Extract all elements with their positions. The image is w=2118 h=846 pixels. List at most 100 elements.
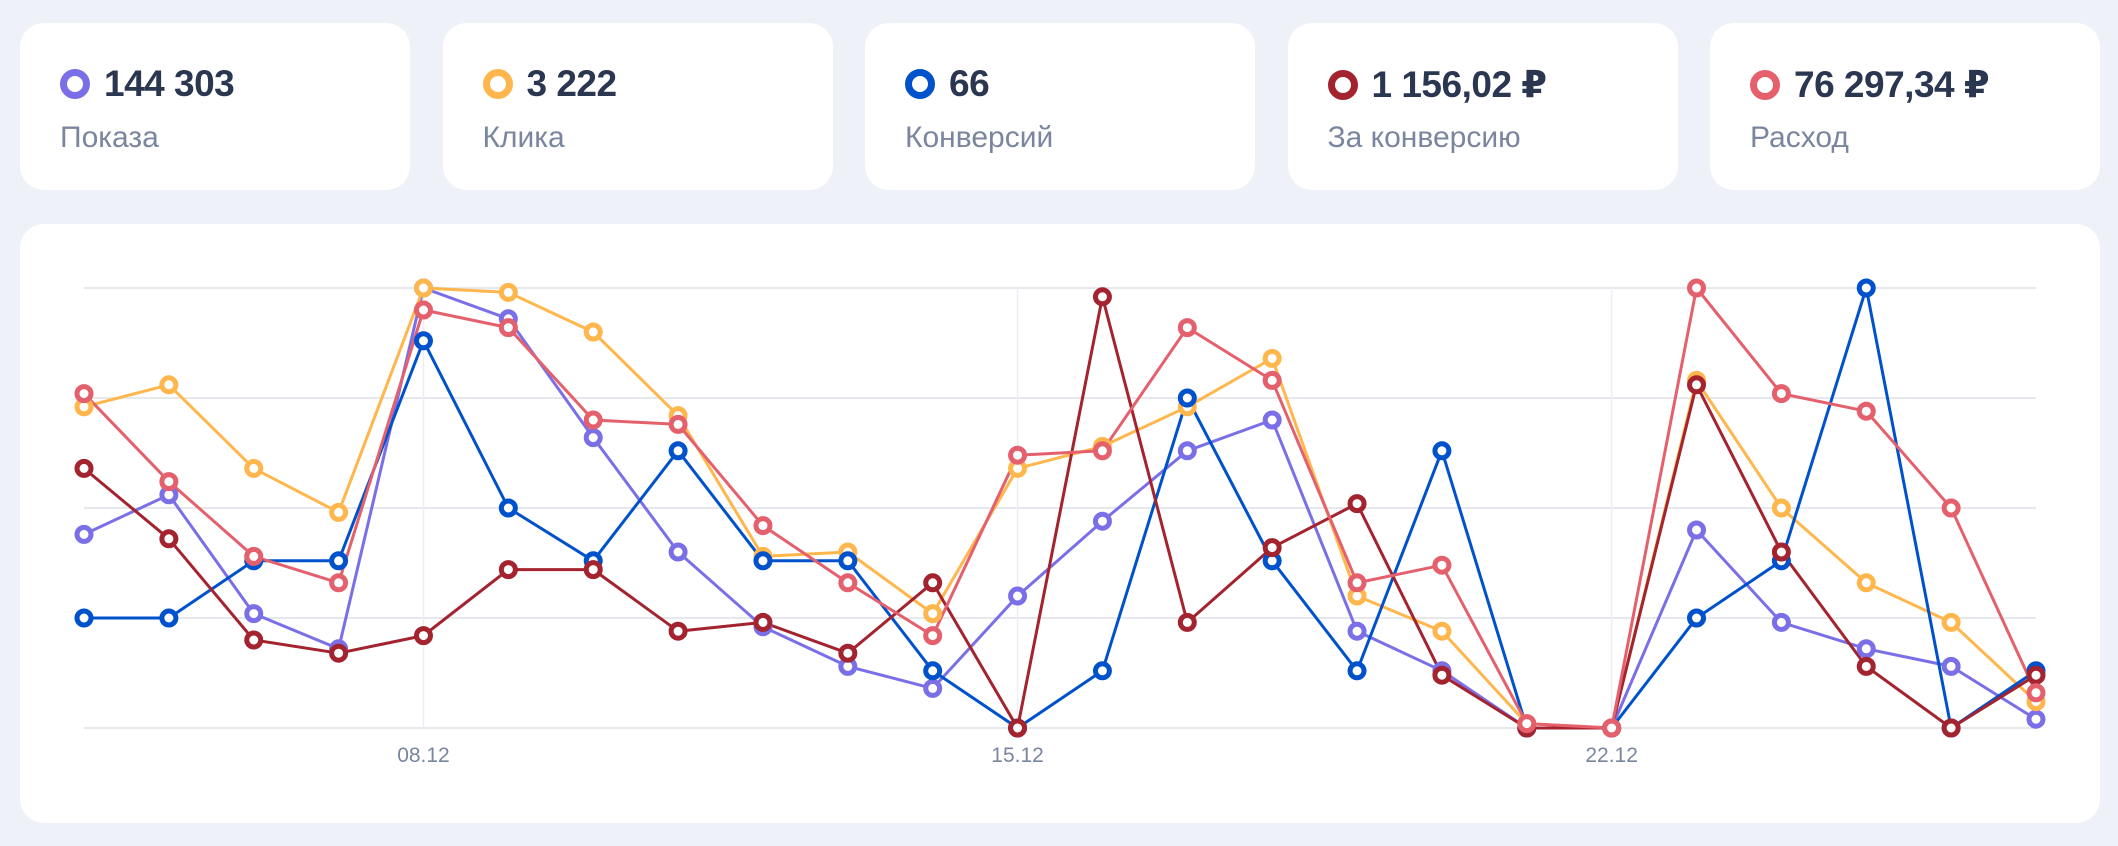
- data-point-spend: [1771, 384, 1791, 404]
- chart-card: 08.12 15.12 22.12: [20, 224, 2100, 823]
- data-point-clicks: [1771, 498, 1791, 518]
- data-point-clicks: [244, 458, 264, 478]
- metric-row: 3 222: [482, 63, 617, 105]
- data-point-clicks: [329, 502, 349, 522]
- data-point-clicks: [923, 604, 943, 624]
- data-point-conversions: [1177, 388, 1197, 408]
- data-point-clicks: [413, 278, 433, 298]
- metric-value: 1 156,02 ₽: [1371, 64, 1548, 105]
- data-point-cost-per-conversion: [583, 560, 603, 580]
- data-point-cost-per-conversion: [413, 626, 433, 646]
- data-point-clicks: [498, 282, 518, 302]
- data-point-cost-per-conversion: [159, 529, 179, 549]
- metric-card-clicks[interactable]: 3 222 Клика: [442, 23, 833, 190]
- data-point-cost-per-conversion: [244, 630, 264, 650]
- metric-card-conversions[interactable]: 66 Конверсий: [865, 23, 1255, 190]
- data-point-spend: [1177, 318, 1197, 338]
- data-point-cost-per-conversion: [1687, 375, 1707, 395]
- data-point-spend: [74, 384, 94, 404]
- data-point-cost-per-conversion: [1941, 718, 1961, 738]
- data-point-conversions: [1347, 661, 1367, 681]
- series-line-cost-per-conversion: [83, 295, 2037, 730]
- data-point-clicks: [1856, 573, 1876, 593]
- data-point-spend: [1687, 278, 1707, 298]
- data-point-spend: [1941, 498, 1961, 518]
- data-point-spend: [1856, 401, 1876, 421]
- metric-label: Конверсий: [905, 121, 1054, 154]
- data-point-spend: [923, 626, 943, 646]
- data-point-spend: [413, 300, 433, 320]
- line-chart: 08.12 15.12 22.12: [74, 278, 2046, 767]
- data-point-clicks: [583, 322, 603, 342]
- data-point-spend: [1347, 573, 1367, 593]
- metric-label: За конверсию: [1327, 121, 1521, 154]
- data-point-cost-per-conversion: [838, 643, 858, 663]
- data-point-spend: [583, 410, 603, 430]
- data-point-clicks: [159, 375, 179, 395]
- data-point-cost-per-conversion: [923, 573, 943, 593]
- metric-row: 144 303: [60, 63, 235, 105]
- series-marker-icon: [1750, 69, 1780, 100]
- metric-row: 76 297,34 ₽: [1750, 63, 1990, 106]
- series-marker-icon: [482, 69, 513, 99]
- data-point-spend: [1602, 718, 1622, 738]
- data-point-conversions: [1856, 278, 1876, 298]
- data-point-cost-per-conversion: [1262, 538, 1282, 558]
- data-point-impressions: [1856, 639, 1876, 659]
- data-point-cost-per-conversion: [1092, 287, 1112, 307]
- data-point-spend: [668, 414, 688, 434]
- data-point-cost-per-conversion: [1856, 656, 1876, 676]
- metric-row: 66: [905, 63, 990, 105]
- data-point-conversions: [74, 608, 94, 628]
- metric-label: Показа: [60, 121, 159, 154]
- series-marker-icon: [60, 69, 90, 99]
- data-point-cost-per-conversion: [753, 612, 773, 632]
- metric-value: 76 297,34 ₽: [1794, 64, 1990, 105]
- data-point-impressions: [74, 524, 94, 544]
- series-marker-icon: [905, 69, 935, 99]
- data-point-impressions: [583, 428, 603, 448]
- data-point-conversions: [159, 608, 179, 628]
- data-point-cost-per-conversion: [668, 621, 688, 641]
- data-point-conversions: [329, 551, 349, 571]
- data-point-cost-per-conversion: [1347, 494, 1367, 514]
- metric-card-impressions[interactable]: 144 303 Показа: [20, 23, 410, 190]
- data-point-spend: [159, 472, 179, 492]
- data-point-spend: [753, 516, 773, 536]
- data-point-impressions: [1177, 441, 1197, 461]
- data-point-impressions: [923, 678, 943, 698]
- data-point-impressions: [2026, 709, 2046, 729]
- data-point-spend: [1517, 714, 1537, 734]
- data-point-conversions: [1092, 661, 1112, 681]
- data-point-conversions: [668, 441, 688, 461]
- data-point-cost-per-conversion: [74, 458, 94, 478]
- data-point-spend: [1008, 445, 1028, 465]
- x-tick-label: 22.12: [1585, 744, 1638, 767]
- series-line-spend: [82, 286, 2038, 730]
- data-point-spend: [1432, 555, 1452, 575]
- data-point-impressions: [1687, 520, 1707, 540]
- data-point-impressions: [1347, 621, 1367, 641]
- series-marker-icon: [1327, 69, 1358, 100]
- metric-label: Расход: [1750, 121, 1849, 154]
- data-point-clicks: [1262, 348, 1282, 368]
- data-point-conversions: [1687, 608, 1707, 628]
- series-line-clicks: [83, 286, 2038, 730]
- metric-card-cost-per-conversion[interactable]: 1 156,02 ₽ За конверсию: [1287, 23, 1678, 190]
- data-point-impressions: [668, 542, 688, 562]
- data-point-conversions: [923, 661, 943, 681]
- data-point-cost-per-conversion: [1177, 612, 1197, 632]
- metric-value: 66: [949, 63, 990, 104]
- metric-row: 1 156,02 ₽: [1327, 63, 1548, 106]
- data-point-impressions: [1941, 656, 1961, 676]
- metric-card-spend[interactable]: 76 297,34 ₽ Расход: [1710, 23, 2100, 190]
- data-point-cost-per-conversion: [1008, 718, 1028, 738]
- data-point-spend: [1092, 441, 1112, 461]
- data-point-impressions: [1008, 586, 1028, 606]
- data-point-conversions: [498, 498, 518, 518]
- data-point-cost-per-conversion: [2026, 665, 2046, 685]
- series-line-impressions: [83, 286, 2037, 730]
- data-point-conversions: [413, 331, 433, 351]
- data-point-cost-per-conversion: [1432, 665, 1452, 685]
- metric-label: Клика: [482, 121, 565, 154]
